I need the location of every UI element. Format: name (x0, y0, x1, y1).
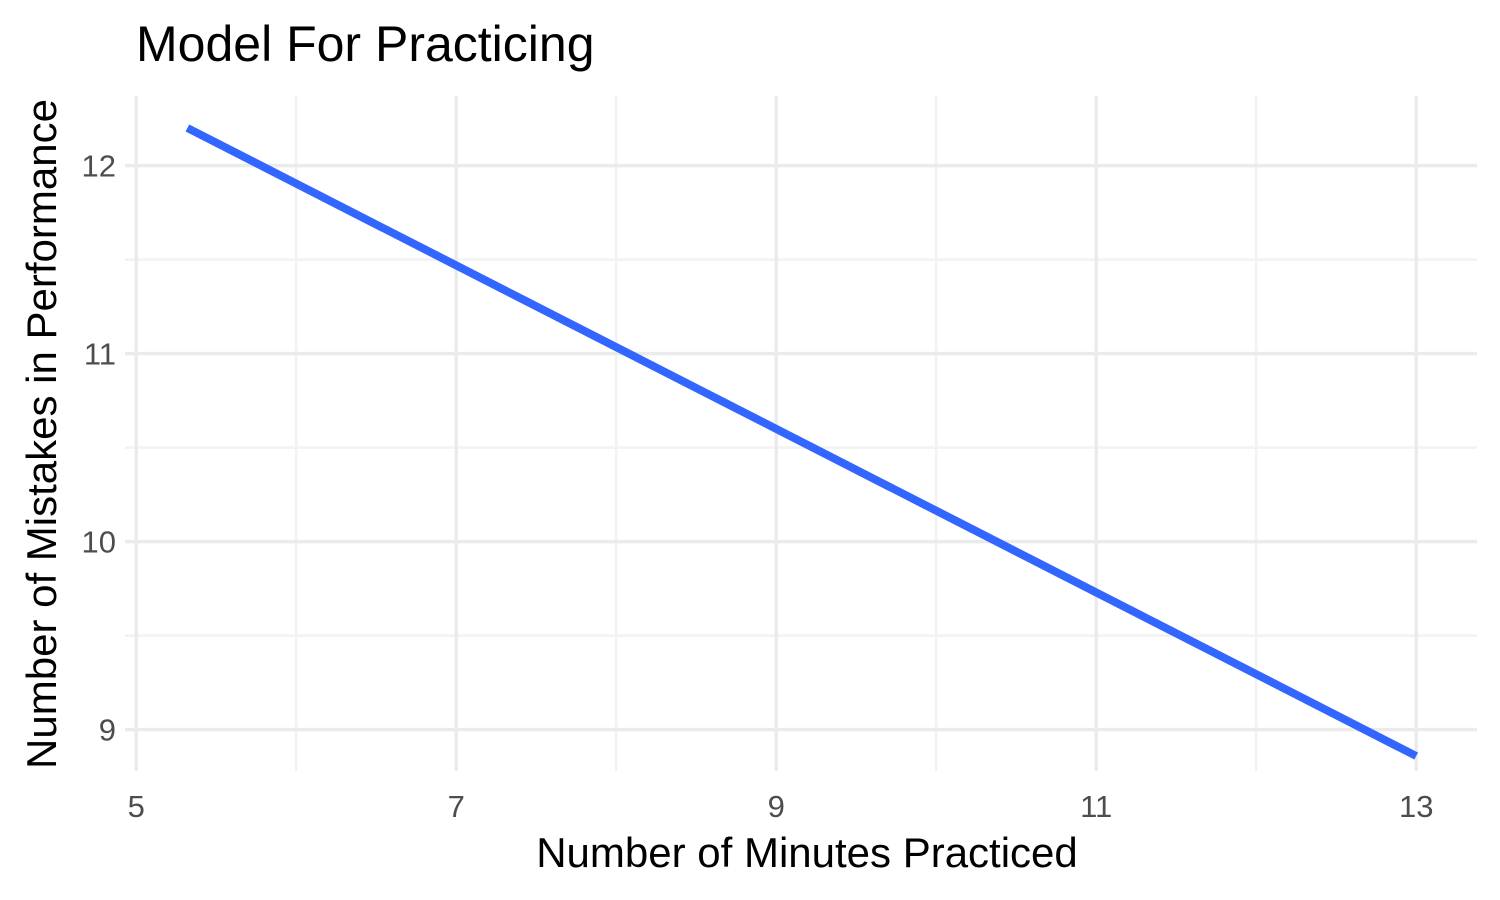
x-tick-label: 5 (128, 789, 145, 824)
x-axis-title: Number of Minutes Practiced (536, 829, 1078, 876)
x-tick-label: 9 (768, 789, 785, 824)
y-axis-title: Number of Mistakes in Performance (18, 99, 65, 769)
series-layer (185, 124, 1419, 760)
y-tick-label: 10 (82, 525, 116, 560)
minor-gridlines (125, 96, 1477, 771)
y-tick-label: 9 (99, 713, 116, 748)
chart-title: Model For Practicing (136, 16, 595, 72)
x-tick-label: 7 (448, 789, 465, 824)
x-tick-label: 13 (1399, 789, 1433, 824)
x-tick-label: 11 (1080, 789, 1112, 824)
y-tick-label: 11 (84, 337, 116, 372)
x-axis-tick-labels: 5 7 9 11 13 (128, 789, 1434, 824)
major-gridlines (125, 96, 1477, 771)
regression-line (185, 124, 1419, 760)
y-axis-tick-labels: 9 10 11 12 (82, 149, 116, 748)
y-tick-label: 12 (82, 149, 116, 184)
